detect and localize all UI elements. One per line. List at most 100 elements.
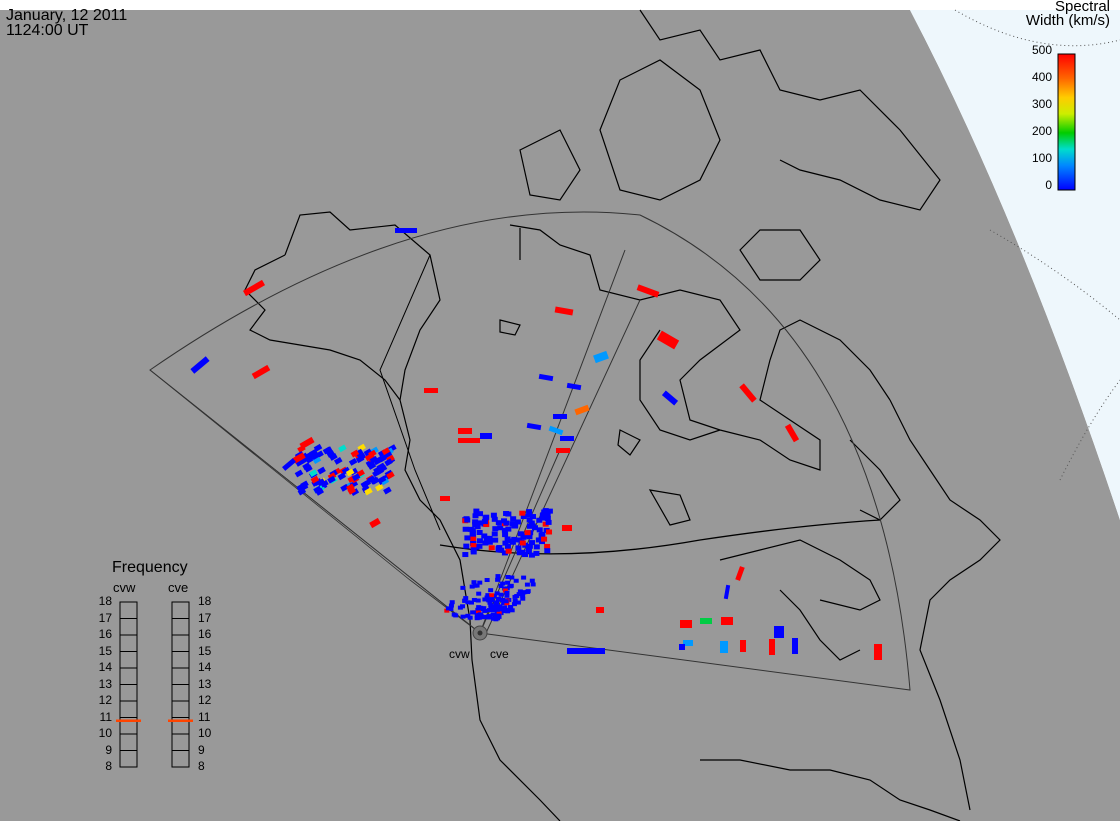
scatter-cell <box>462 598 468 603</box>
scatter-cell <box>348 457 358 466</box>
scatter-cell <box>498 592 504 597</box>
scatter-cell <box>517 589 523 594</box>
scatter-cell <box>504 586 510 591</box>
scatter-cell <box>299 483 309 491</box>
scatter-cell <box>469 584 475 589</box>
scatter-cell <box>524 582 530 587</box>
scatter-cell <box>476 529 483 535</box>
scatter-cell <box>341 466 351 475</box>
scatter-cell <box>536 527 543 533</box>
scatter-cell <box>190 356 210 374</box>
scatter-cell <box>509 575 515 580</box>
scatter-cell <box>526 512 533 518</box>
scatter-cell <box>562 525 572 531</box>
scatter-cell <box>313 485 322 494</box>
frequency-tick: 12 <box>198 693 212 707</box>
scatter-cell <box>340 483 349 492</box>
scatter-cell <box>513 578 519 583</box>
scatter-cell <box>361 485 371 494</box>
frequency-tick: 14 <box>98 660 112 674</box>
scatter-cell <box>510 521 517 527</box>
scatter-cell <box>521 575 527 580</box>
scatter-cell <box>311 479 320 487</box>
scatter-cell <box>367 462 377 470</box>
scatter-cell <box>477 612 483 617</box>
scatter-cell <box>469 530 476 536</box>
scatter-cell <box>504 543 511 549</box>
scatter-cell <box>338 444 347 453</box>
scatter-cell <box>475 598 481 603</box>
scatter-cell <box>723 584 731 600</box>
scatter-cell <box>315 487 325 496</box>
scatter-cell <box>544 548 551 554</box>
scatter-cell <box>458 428 472 434</box>
scatter-cell <box>304 464 313 473</box>
scatter-cell <box>874 644 882 660</box>
scatter-cell <box>567 648 605 654</box>
scatter-cell <box>282 458 296 471</box>
scatter-cell <box>476 591 482 596</box>
scatter-cell <box>596 607 604 613</box>
scatter-cell <box>526 534 533 540</box>
scatter-cell <box>492 537 499 543</box>
scatter-cell <box>377 475 387 484</box>
scatter-cell <box>774 626 784 638</box>
scatter-cell <box>574 404 590 416</box>
scatter-cell <box>488 588 494 593</box>
scatter-cell <box>375 483 384 492</box>
colorbar <box>1057 53 1076 191</box>
frequency-tick: 9 <box>198 742 205 757</box>
scatter-cell <box>541 509 548 515</box>
scatter-cell <box>546 508 553 514</box>
scatter-cell <box>484 577 490 582</box>
station-label-cve: cve <box>490 647 509 661</box>
scatter-cell <box>477 580 483 585</box>
scatter-cell <box>548 425 564 436</box>
scatter-cell <box>464 517 471 523</box>
scatter-cell <box>544 543 551 549</box>
scatter-cell <box>503 599 509 604</box>
frequency-tick: 13 <box>98 676 112 691</box>
scatter-cell <box>470 543 477 549</box>
scatter-cell <box>347 486 357 495</box>
scatter-cell <box>477 607 483 612</box>
scatter-cell <box>395 228 417 233</box>
scatter-cell <box>472 513 479 519</box>
scatter-cell <box>538 532 545 538</box>
colorbar-title-line1: Spectral <box>1054 0 1110 15</box>
latitude-line <box>954 9 1120 47</box>
scatter-cell <box>465 600 471 605</box>
scatter-cell <box>449 600 455 605</box>
scatter-cell <box>529 578 535 583</box>
scatter-cell <box>444 608 450 613</box>
scatter-cell <box>498 584 504 589</box>
frequency-tick: 14 <box>198 660 212 674</box>
scatter-cell <box>502 532 509 538</box>
scatter-cell <box>485 593 491 598</box>
scatter-cell <box>501 600 507 605</box>
scatter-cell <box>463 596 469 601</box>
freq-radar-cvw: cvw <box>113 580 136 595</box>
scatter-cell <box>679 644 685 650</box>
radar-station-center <box>477 630 483 636</box>
scatter-cell <box>313 443 323 452</box>
scatter-cell <box>470 610 476 615</box>
scatter-cell <box>531 525 538 531</box>
scatter-cell <box>460 614 466 619</box>
scatter-cell <box>492 526 499 532</box>
scatter-cell <box>501 550 508 556</box>
scatter-cell <box>526 509 533 515</box>
scatter-cell <box>355 455 365 464</box>
scatter-cell <box>477 511 484 517</box>
scatter-cell <box>520 514 527 520</box>
scatter-cell <box>529 514 536 520</box>
scatter-cell <box>487 608 493 613</box>
scatter-cell <box>487 600 493 605</box>
frequency-tick: 18 <box>198 594 212 608</box>
scatter-cell <box>504 536 511 542</box>
scatter-cell <box>489 593 495 598</box>
scatter-cell <box>476 543 483 549</box>
scatter-cell <box>383 486 392 495</box>
scatter-cell <box>502 586 508 591</box>
scatter-cell <box>495 577 501 582</box>
